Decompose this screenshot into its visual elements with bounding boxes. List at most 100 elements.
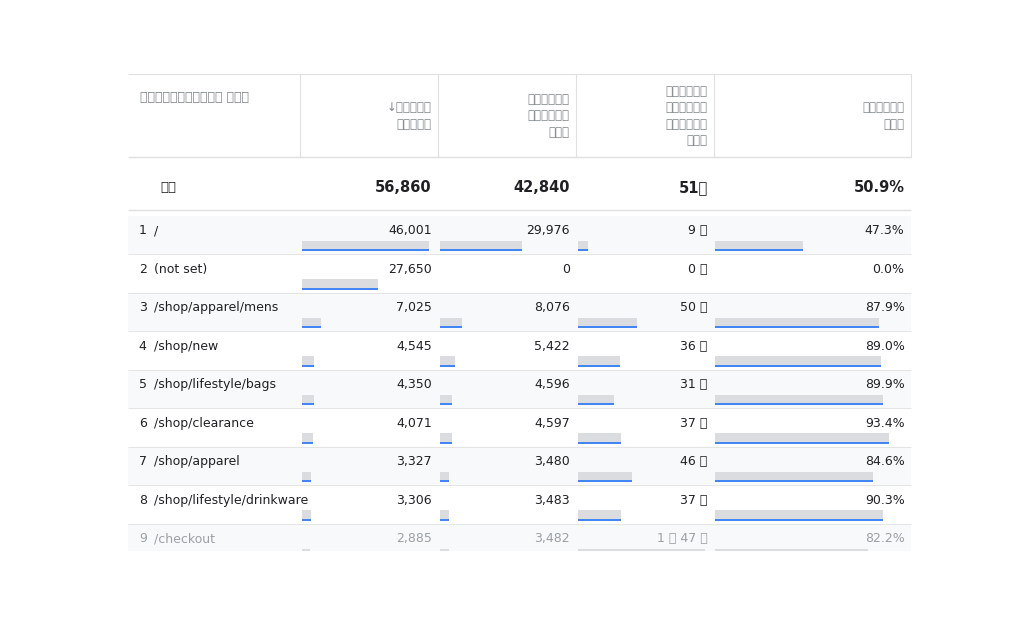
Text: 46 秒: 46 秒	[681, 455, 708, 468]
Text: 9: 9	[139, 532, 146, 545]
Text: 9 秒: 9 秒	[688, 224, 708, 237]
Bar	[716, 403, 883, 405]
Text: 50.9%: 50.9%	[854, 180, 904, 195]
Bar	[439, 365, 455, 367]
Bar	[302, 433, 313, 444]
Bar	[439, 326, 462, 329]
Bar	[439, 441, 453, 444]
Bar	[578, 557, 705, 560]
Bar	[578, 403, 614, 405]
Bar	[716, 241, 804, 251]
Bar	[302, 288, 378, 290]
Text: 0: 0	[562, 262, 569, 275]
Bar	[439, 241, 522, 251]
Bar	[578, 433, 622, 444]
Text: 6: 6	[139, 417, 146, 430]
Bar	[439, 548, 450, 560]
Text: 1: 1	[139, 224, 146, 237]
Bar	[578, 480, 632, 482]
Bar	[302, 480, 311, 482]
Bar	[716, 557, 868, 560]
Bar	[439, 356, 455, 367]
Text: /shop/apparel: /shop/apparel	[155, 455, 240, 468]
Text: /shop/apparel/mens: /shop/apparel/mens	[155, 301, 279, 314]
Bar	[128, 331, 910, 370]
Text: 4,071: 4,071	[396, 417, 432, 430]
Text: ページパスとスクリーン クラス: ページパスとスクリーン クラス	[140, 91, 250, 104]
Bar	[716, 472, 872, 482]
Text: 0 秒: 0 秒	[688, 262, 708, 275]
Text: /shop/new: /shop/new	[155, 340, 218, 353]
Bar	[302, 441, 313, 444]
Text: セッションあ
たりの平均エ
ンゲージメン
ト時間: セッションあ たりの平均エ ンゲージメン ト時間	[666, 85, 708, 147]
Text: エンゲージメ
ント率: エンゲージメ ント率	[862, 101, 904, 131]
Text: 42,840: 42,840	[513, 180, 569, 195]
Bar	[128, 447, 910, 485]
Text: 90.3%: 90.3%	[865, 493, 904, 506]
Text: 5,422: 5,422	[535, 340, 569, 353]
Bar	[302, 519, 310, 521]
Text: 7: 7	[139, 455, 146, 468]
Bar	[128, 216, 910, 254]
Bar	[439, 510, 450, 521]
Bar	[302, 356, 314, 367]
Text: ↓アクティブ
ユーザー数: ↓アクティブ ユーザー数	[387, 101, 432, 131]
Bar	[716, 519, 884, 521]
Bar	[716, 441, 889, 444]
Bar	[302, 249, 429, 251]
Bar	[439, 318, 462, 329]
Text: 4,545: 4,545	[396, 340, 432, 353]
Text: 31 秒: 31 秒	[681, 378, 708, 391]
Text: 2,885: 2,885	[396, 532, 432, 545]
Bar	[128, 74, 910, 157]
Text: 27,650: 27,650	[388, 262, 432, 275]
Bar	[716, 318, 879, 329]
Bar	[439, 433, 453, 444]
Text: エンゲージの
あったセッシ
ョン数: エンゲージの あったセッシ ョン数	[527, 93, 569, 139]
Text: 51秒: 51秒	[679, 180, 708, 195]
Text: /: /	[155, 224, 159, 237]
Bar	[128, 485, 910, 524]
Bar	[716, 510, 884, 521]
Bar	[716, 365, 881, 367]
Bar	[578, 548, 705, 560]
Bar	[716, 356, 881, 367]
Text: 37 秒: 37 秒	[680, 417, 708, 430]
Bar	[439, 519, 450, 521]
Text: 4,597: 4,597	[534, 417, 569, 430]
Bar	[128, 524, 910, 563]
Bar	[302, 365, 314, 367]
Bar	[302, 326, 321, 329]
Text: 0.0%: 0.0%	[872, 262, 904, 275]
Bar	[578, 441, 622, 444]
Text: 8,076: 8,076	[534, 301, 569, 314]
Text: 4,596: 4,596	[535, 378, 569, 391]
Text: 36 秒: 36 秒	[681, 340, 708, 353]
Bar	[439, 480, 450, 482]
Bar	[302, 403, 313, 405]
Text: 3,480: 3,480	[534, 455, 569, 468]
Bar	[578, 394, 614, 405]
Bar	[716, 480, 872, 482]
Text: 4,350: 4,350	[396, 378, 432, 391]
Text: 29,976: 29,976	[526, 224, 569, 237]
Text: (not set): (not set)	[155, 262, 208, 275]
Bar	[578, 365, 621, 367]
Bar	[128, 165, 910, 210]
Text: 93.4%: 93.4%	[865, 417, 904, 430]
Bar	[128, 254, 910, 293]
Bar	[716, 394, 883, 405]
Text: 50 秒: 50 秒	[680, 301, 708, 314]
Bar	[302, 318, 321, 329]
Text: 56,860: 56,860	[375, 180, 432, 195]
Text: 4: 4	[139, 340, 146, 353]
Text: /shop/lifestyle/bags: /shop/lifestyle/bags	[155, 378, 276, 391]
Bar	[716, 249, 804, 251]
Text: 3,306: 3,306	[396, 493, 432, 506]
Text: /shop/lifestyle/drinkware: /shop/lifestyle/drinkware	[155, 493, 308, 506]
Text: /shop/clearance: /shop/clearance	[155, 417, 254, 430]
Text: 1 分 47 秒: 1 分 47 秒	[657, 532, 708, 545]
Bar	[439, 249, 522, 251]
Bar	[578, 241, 588, 251]
Text: 2: 2	[139, 262, 146, 275]
